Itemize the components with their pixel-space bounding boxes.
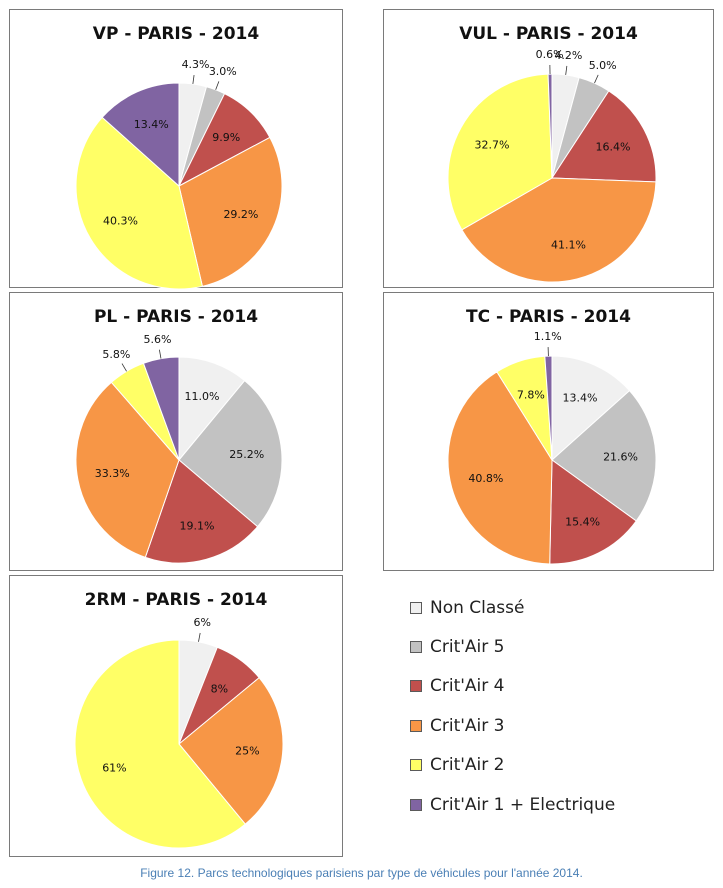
data-label: 5.0% <box>589 59 617 72</box>
legend-swatch <box>410 641 422 654</box>
chart-panel-vp: VP - PARIS - 2014 4.3% 3.0% 9.9% 29.2% 40.3%… <box>9 9 343 289</box>
legend-item: Crit'Air 2 <box>410 746 710 785</box>
legend-item: Crit'Air 4 <box>410 667 710 706</box>
data-label: 6% <box>194 616 211 629</box>
chart-title: PL - PARIS - 2014 <box>93 307 259 327</box>
legend-item: Non Classé <box>410 588 710 627</box>
leader-line <box>565 65 568 75</box>
pie-slice <box>178 379 283 528</box>
pie-slice <box>178 356 246 462</box>
data-label: 1.1% <box>534 330 562 343</box>
pie-slice <box>447 73 553 231</box>
legend-label: Crit'Air 1 + Electrique <box>430 794 616 815</box>
data-label: 0.6% <box>536 48 564 61</box>
legend-label: Crit'Air 4 <box>430 676 505 697</box>
legend-label: Non Classé <box>430 597 525 618</box>
data-label: 15.4% <box>565 515 600 528</box>
pie-slice <box>178 136 283 287</box>
data-label: 3.0% <box>209 65 237 78</box>
data-label: 19.1% <box>179 520 214 533</box>
data-label: 29.2% <box>223 208 258 221</box>
leader-line <box>594 74 599 84</box>
chart-panel-vul: VUL - PARIS - 2014 4.2% 5.0% 16.4% 41.1% 32.… <box>383 9 714 288</box>
legend-label: Crit'Air 3 <box>430 715 505 736</box>
pie-slice <box>101 82 180 188</box>
pie-slice <box>461 177 657 283</box>
pie-slice <box>447 371 553 565</box>
pie-slice <box>551 90 657 183</box>
chart-title: 2RM - PARIS - 2014 <box>84 590 268 610</box>
legend: Non Classé Crit'Air 5 Crit'Air 4 Crit'Ai… <box>410 588 710 824</box>
chart-panel-2rm: 2RM - PARIS - 2014 6% 8% 25% 61% <box>9 575 343 857</box>
data-label: 4.3% <box>182 58 210 71</box>
leader-line <box>215 81 220 90</box>
data-label: 11.0% <box>185 390 220 403</box>
legend-swatch <box>410 680 422 693</box>
data-label: 40.3% <box>103 215 138 228</box>
chart-panel-tc: TC - PARIS - 2014 13.4% 21.6% 15.4% 40.8% 7.… <box>383 292 714 571</box>
legend-label: Crit'Air 5 <box>430 637 505 658</box>
pie-slice <box>75 116 203 289</box>
leader-line <box>121 363 127 372</box>
pie-slice <box>142 356 180 461</box>
data-label: 61% <box>102 761 126 774</box>
data-label: 25.2% <box>229 448 264 461</box>
chart-title: TC - PARIS - 2014 <box>466 307 631 327</box>
chart-title: VP - PARIS - 2014 <box>92 24 260 44</box>
data-label: 7.8% <box>517 389 545 402</box>
pie-chart-2rm: 6% 8% 25% 61% <box>74 616 284 849</box>
pie-slice <box>74 639 246 849</box>
pie-chart-vp: 4.3%3.0% 9.9% 29.2% 40.3% 13.4% <box>75 58 283 289</box>
data-label: 5.6% <box>143 333 171 346</box>
pie-slice <box>551 389 657 522</box>
data-label: 4.2% <box>554 49 582 62</box>
data-label: 41.1% <box>551 239 586 252</box>
leader-line <box>198 632 201 642</box>
leader-line <box>192 74 195 84</box>
chart-panel-pl: PL - PARIS - 2014 11.0% 25.2% 19.1% 33.3% 5.… <box>9 292 343 571</box>
legend-item: Crit'Air 3 <box>410 706 710 745</box>
legend-swatch <box>410 798 422 811</box>
legend-swatch <box>410 719 422 732</box>
data-label: 16.4% <box>595 140 630 153</box>
chart-title: VUL - PARIS - 2014 <box>459 24 638 44</box>
figure-caption: Figure 12. Parcs technologiques parisien… <box>140 866 583 880</box>
pie-slice <box>75 381 180 558</box>
data-label: 13.4% <box>134 118 169 131</box>
data-label: 40.8% <box>468 472 503 485</box>
pie-chart-tc: 13.4% 21.6% 15.4% 40.8% 7.8% 1.1% <box>447 330 657 565</box>
data-label: 9.9% <box>212 131 240 144</box>
pie-chart-pl: 11.0% 25.2% 19.1% 33.3% 5.8% 5.6% <box>75 333 283 564</box>
pie-slice <box>549 459 637 565</box>
data-label: 8% <box>211 682 228 695</box>
pie-slice <box>144 459 259 564</box>
data-label: 33.3% <box>95 467 130 480</box>
legend-swatch <box>410 759 422 772</box>
legend-item: Crit'Air 5 <box>410 627 710 666</box>
data-label: 32.7% <box>474 139 509 152</box>
data-label: 5.8% <box>102 348 130 361</box>
legend-swatch <box>410 601 422 614</box>
pie-slice <box>178 677 284 825</box>
pie-chart-vul: 4.2% 5.0% 16.4% 41.1% 32.7% 0.6% <box>447 48 657 283</box>
data-label: 25% <box>235 744 259 757</box>
legend-label: Crit'Air 2 <box>430 755 505 776</box>
data-label: 13.4% <box>563 391 598 404</box>
pie-slice <box>551 355 631 462</box>
data-label: 21.6% <box>603 450 638 463</box>
pie-slice <box>544 355 553 461</box>
leader-line <box>159 349 162 359</box>
legend-item: Crit'Air 1 + Electrique <box>410 785 710 824</box>
